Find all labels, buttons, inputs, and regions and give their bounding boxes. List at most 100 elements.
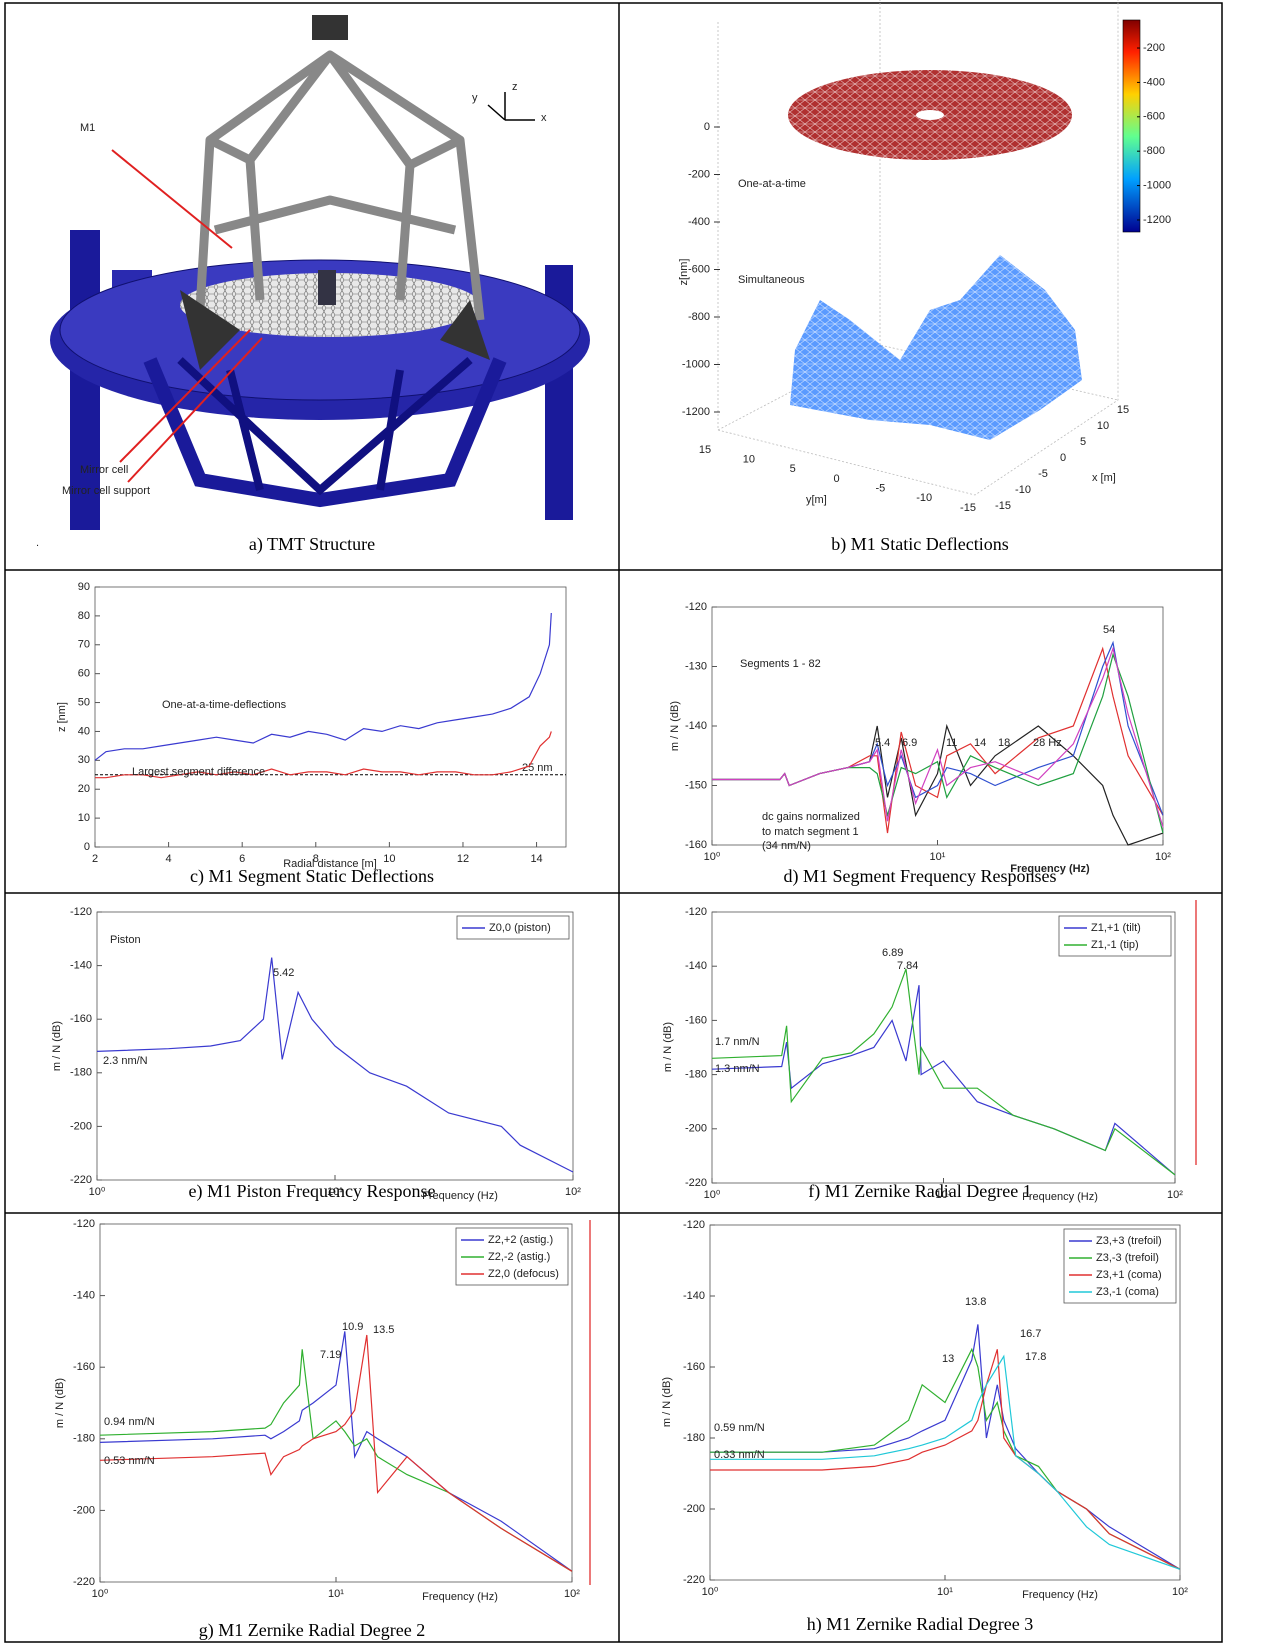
series-line xyxy=(94,612,552,761)
x-tick-label: 2 xyxy=(92,853,98,865)
y-tick-label: 10 xyxy=(743,454,755,466)
z-tick-label: -400 xyxy=(688,216,710,228)
y-tick-label: 0 xyxy=(833,473,839,485)
z-tick-label: -600 xyxy=(688,263,710,275)
y-tick-label: -160 xyxy=(73,1361,95,1373)
annotation: Segments 1 - 82 xyxy=(740,658,821,670)
telescope-drawing xyxy=(50,15,590,530)
x-tick-label: -15 xyxy=(995,500,1011,512)
label: y xyxy=(472,92,478,104)
y-tick-label: -200 xyxy=(73,1504,95,1516)
y-tick-label: -220 xyxy=(685,1177,707,1189)
y-tick-label: -160 xyxy=(70,1013,92,1025)
caption: h) M1 Zernike Radial Degree 3 xyxy=(807,1614,1033,1635)
y-tick-label: -150 xyxy=(685,779,707,791)
series-line xyxy=(99,1334,573,1572)
annotation: 0.33 nm/N xyxy=(714,1449,765,1461)
series-line xyxy=(95,731,552,779)
annotation: 1.3 nm/N xyxy=(715,1063,760,1075)
x-tick-label: 14 xyxy=(530,853,542,865)
annotation: 10.9 xyxy=(342,1321,363,1333)
table-frame xyxy=(4,2,1223,1643)
y-tick-label: -220 xyxy=(70,1174,92,1186)
x-tick-label: 10¹ xyxy=(936,1189,952,1201)
annotation: 7.84 xyxy=(897,960,918,972)
series-line xyxy=(96,957,574,1173)
x-axis-label: Radial distance [m] xyxy=(283,858,377,870)
annotation: 6.89 xyxy=(882,947,903,959)
y-axis-label: m / N (dB) xyxy=(662,1022,674,1072)
annotation: Largest segment difference xyxy=(132,766,265,778)
y-tick-label: -180 xyxy=(683,1432,705,1444)
annotation: Simultaneous xyxy=(738,274,805,286)
x-tick-label: 10⁰ xyxy=(702,1586,719,1598)
series-line xyxy=(712,646,1164,828)
z-tick-label: -200 xyxy=(688,168,710,180)
x-tick-label: 15 xyxy=(1117,404,1129,416)
x-axis-label: Frequency (Hz) xyxy=(422,1591,498,1603)
surface-wireframe xyxy=(788,19,1141,440)
annotation: 11 xyxy=(946,737,957,749)
annotation: 13 xyxy=(942,1353,954,1365)
margin-line xyxy=(589,900,1197,1585)
legend-label: Z2,0 (defocus) xyxy=(488,1268,559,1280)
y-tick-label: 60 xyxy=(78,668,90,680)
series-line xyxy=(712,646,1164,834)
x-tick-label: 10² xyxy=(565,1186,581,1198)
y-axis-label: y[m] xyxy=(806,494,827,506)
series-line xyxy=(711,968,1176,1176)
x-tick-label: 10⁰ xyxy=(89,1186,106,1198)
x-axis-label: Frequency (Hz) xyxy=(422,1190,498,1202)
y-tick-label: -140 xyxy=(685,720,707,732)
annotation: 6.9 xyxy=(902,737,917,749)
x-tick-label: 10² xyxy=(1167,1189,1183,1201)
x-tick-label: 10⁰ xyxy=(704,1189,721,1201)
annotation: 28 Hz xyxy=(1033,737,1062,749)
y-tick-label: -200 xyxy=(683,1503,705,1515)
label: . xyxy=(36,537,39,549)
label: M1 xyxy=(80,122,95,134)
x-tick-label: 10¹ xyxy=(937,1586,953,1598)
y-tick-label: 50 xyxy=(78,696,90,708)
x-tick-label: 10⁰ xyxy=(704,851,721,863)
legend-label: Z3,+3 (trefoil) xyxy=(1096,1235,1162,1247)
series-line xyxy=(711,985,1176,1176)
annotation: 13.5 xyxy=(373,1324,394,1336)
x-axis-label: Frequency (Hz) xyxy=(1022,1191,1098,1203)
y-tick-label: -140 xyxy=(683,1290,705,1302)
legend-box xyxy=(456,915,570,940)
colorbar-tick-label: -200 xyxy=(1143,42,1165,54)
annotation: 17.8 xyxy=(1025,1351,1046,1363)
z-tick-label: -800 xyxy=(688,311,710,323)
legend-label: Z2,+2 (astig.) xyxy=(488,1234,553,1246)
x-axis-label: Frequency (Hz) xyxy=(1022,1589,1098,1601)
legend-label: Z3,+1 (coma) xyxy=(1096,1269,1162,1281)
annotation: 2.3 nm/N xyxy=(103,1055,148,1067)
annotation: 1.7 nm/N xyxy=(715,1036,760,1048)
x-axis-label: x [m] xyxy=(1092,472,1116,484)
y-tick-label: -140 xyxy=(73,1290,95,1302)
y-tick-label: 70 xyxy=(78,639,90,651)
y-tick-label: -180 xyxy=(73,1433,95,1445)
label: Mirror cell xyxy=(80,464,128,476)
annotation: 5.42 xyxy=(273,967,294,979)
caption: f) M1 Zernike Radial Degree 1 xyxy=(808,1181,1031,1202)
colorbar-tick-label: -1000 xyxy=(1143,179,1171,191)
annotation: to match segment 1 xyxy=(762,826,859,838)
colorbar-tick-label: -1200 xyxy=(1143,214,1171,226)
z-tick-label: -1000 xyxy=(682,358,710,370)
x-tick-label: 10¹ xyxy=(930,851,946,863)
y-tick-label: -220 xyxy=(683,1574,705,1586)
x-tick-label: 10 xyxy=(1097,420,1109,432)
y-tick-label: -5 xyxy=(875,483,885,495)
y-tick-label: 0 xyxy=(84,841,90,853)
annotation: 13.8 xyxy=(965,1296,986,1308)
y-tick-label: 15 xyxy=(699,444,711,456)
annotation: dc gains normalized xyxy=(762,811,860,823)
annotation: 0.94 nm/N xyxy=(104,1416,155,1428)
caption: e) M1 Piston Frequency Response xyxy=(189,1181,436,1202)
annotation: One-at-a-time-deflections xyxy=(162,699,287,711)
label: z xyxy=(512,81,518,93)
y-tick-label: -220 xyxy=(73,1576,95,1588)
